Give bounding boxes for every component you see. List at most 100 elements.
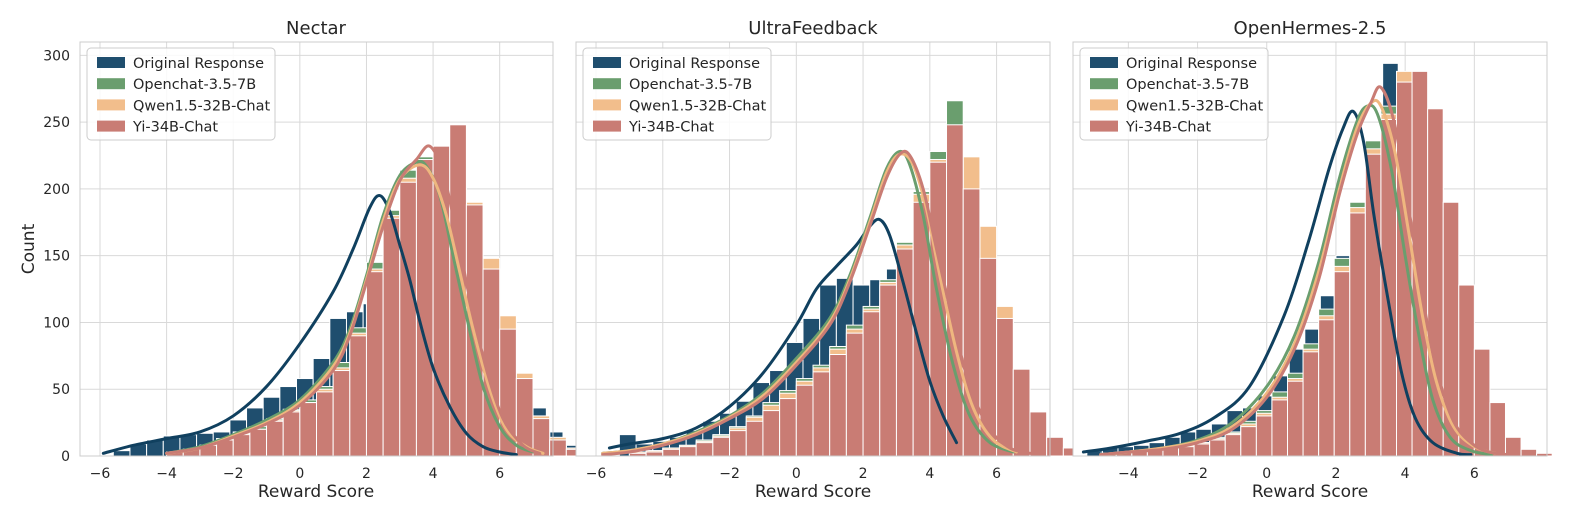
- bar: [845, 332, 864, 457]
- bar: [695, 442, 714, 457]
- bar: [779, 398, 797, 457]
- bar: [762, 410, 781, 457]
- kde-original-response: [101, 194, 518, 457]
- bar: [645, 451, 664, 457]
- bar: [399, 181, 417, 457]
- legend-swatch: [593, 120, 621, 132]
- panel-title: Nectar: [286, 18, 347, 39]
- x-tick-label: 0: [1262, 466, 1271, 482]
- panel-nectar: Nectar Count Reward Score −6 −4 −2 0 2 4 6 0 50 1…: [19, 18, 631, 502]
- x-tick-label: 4: [1401, 466, 1410, 482]
- y-tick-label: 50: [52, 382, 70, 398]
- plot-area: [575, 41, 1098, 457]
- bars-yi-34b-chat: [166, 124, 601, 457]
- x-axis-label: Reward Score: [755, 482, 871, 502]
- bar: [678, 446, 697, 457]
- bar: [316, 391, 334, 457]
- panel-title: OpenHermes-2.5: [1234, 18, 1387, 39]
- legend-swatch: [593, 57, 621, 68]
- x-tick-label: 6: [1470, 466, 1479, 482]
- x-tick-label: −2: [1187, 466, 1208, 482]
- x-tick-label: −2: [223, 466, 244, 482]
- panel-openhermes: OpenHermes-2.5 Reward Score −4 −2 0 2 4 6 Orig…: [1072, 18, 1553, 502]
- x-tick-label: 2: [859, 466, 868, 482]
- bar: [349, 335, 367, 457]
- legend-swatch: [97, 99, 125, 111]
- bar: [829, 354, 847, 457]
- legend-swatch: [1090, 57, 1118, 68]
- bar: [812, 371, 831, 457]
- bar: [946, 124, 964, 457]
- legend-label: Yi-34B-Chat: [1125, 120, 1211, 136]
- kde-original-response: [1081, 109, 1473, 457]
- legend: Original Response Openchat-3.5-7B Qwen1.5-…: [86, 47, 276, 141]
- x-tick-label: −2: [719, 466, 740, 482]
- bar: [895, 248, 914, 457]
- legend-label: Yi-34B-Chat: [132, 120, 218, 136]
- x-tick-label: 6: [992, 466, 1001, 482]
- y-tick-label: 0: [61, 449, 70, 465]
- bar: [1224, 434, 1242, 457]
- bar: [415, 159, 434, 457]
- legend-label: Original Response: [629, 56, 760, 72]
- y-axis-label: Count: [19, 223, 39, 274]
- legend: Original Response Openchat-3.5-7B Qwen1.5-…: [1079, 47, 1269, 141]
- x-tick-label: −4: [156, 466, 177, 482]
- x-axis-label: Reward Score: [1252, 482, 1368, 502]
- bar: [795, 384, 814, 457]
- bar: [299, 402, 317, 457]
- axes-frame: [1072, 41, 1548, 457]
- bar: [1489, 402, 1506, 457]
- bar: [1255, 415, 1273, 457]
- bar: [549, 439, 567, 457]
- bar: [1473, 348, 1491, 457]
- panel-title: UltraFeedback: [748, 18, 878, 39]
- x-tick-label: −6: [90, 466, 111, 482]
- legend-label: Original Response: [1126, 56, 1257, 72]
- bar: [1520, 448, 1538, 457]
- bar: [1458, 284, 1475, 457]
- bar: [249, 428, 268, 457]
- legend-box: [582, 47, 772, 141]
- bar: [1349, 212, 1366, 457]
- kde-openchat-3-5-7b: [165, 159, 535, 455]
- plot-area: [79, 41, 631, 457]
- legend-label: Original Response: [133, 56, 264, 72]
- legend-swatch: [1090, 99, 1118, 111]
- bars-yi-34b-chat: [628, 124, 1098, 457]
- bar: [1380, 118, 1397, 457]
- bar: [382, 217, 401, 457]
- bar: [1302, 351, 1320, 457]
- bar: [1318, 319, 1335, 457]
- axes-frame: [575, 41, 1051, 457]
- legend-swatch: [1090, 78, 1118, 90]
- bar: [1209, 439, 1226, 457]
- tick-labels: −6 −4 −2 0 2 4 6 0 50 100 150 200 250 300: [43, 48, 504, 482]
- legend-box: [1079, 47, 1269, 141]
- bar: [1333, 271, 1351, 457]
- legend-label: Yi-34B-Chat: [628, 120, 714, 136]
- y-tick-label: 150: [43, 249, 70, 265]
- legend-label: Qwen1.5-32B-Chat: [1126, 98, 1264, 114]
- x-tick-label: 4: [429, 466, 438, 482]
- bar: [929, 161, 948, 457]
- legend-label: Openchat-3.5-7B: [133, 77, 256, 93]
- x-tick-label: −4: [1118, 466, 1139, 482]
- bar: [266, 420, 284, 457]
- y-tick-label: 250: [43, 115, 70, 131]
- legend-label: Openchat-3.5-7B: [629, 77, 752, 93]
- legend-label: Qwen1.5-32B-Chat: [629, 98, 767, 114]
- bar: [879, 284, 897, 457]
- bar: [282, 411, 301, 457]
- legend-swatch: [593, 78, 621, 90]
- x-tick-label: 4: [925, 466, 934, 482]
- bar: [729, 430, 747, 457]
- bar: [712, 436, 731, 457]
- legend-label: Qwen1.5-32B-Chat: [133, 98, 271, 114]
- legend-swatch: [593, 99, 621, 111]
- y-tick-label: 200: [43, 182, 70, 198]
- legend: Original Response Openchat-3.5-7B Qwen1.5-…: [582, 47, 772, 141]
- x-tick-label: 0: [792, 466, 801, 482]
- bar: [1178, 446, 1195, 457]
- legend-swatch: [97, 78, 125, 90]
